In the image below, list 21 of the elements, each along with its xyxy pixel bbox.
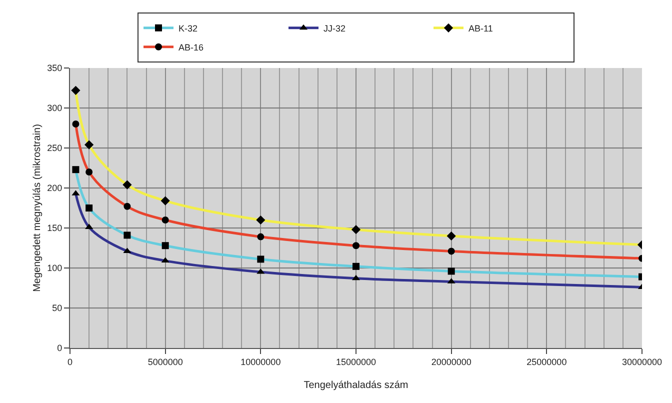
y-axis-title: Megengedett megnyúlás (mikrostrain) [32,124,43,292]
legend-label: K-32 [178,23,198,34]
y-tick-label: 350 [47,63,62,74]
x-tick-label: 20000000 [431,356,472,367]
x-tick-label: 30000000 [622,356,662,367]
y-tick-label: 150 [47,223,62,234]
y-tick-label: 100 [47,263,62,274]
y-tick-label: 300 [47,103,62,114]
legend-label: JJ-32 [324,23,346,34]
legend-label: AB-16 [178,42,204,52]
x-axis-title: Tengelyáthaladás szám [304,380,408,391]
x-tick-label: 15000000 [336,356,376,367]
x-tick-label: 0 [67,356,73,367]
x-tick-label: 25000000 [526,356,567,367]
y-tick-label: 250 [47,143,62,154]
legend-label: AB-11 [468,23,493,34]
x-tick-label: 10000000 [240,356,281,367]
y-tick-label: 50 [52,303,62,314]
x-tick-label: 5000000 [148,356,183,367]
y-tick-label: 200 [47,183,62,194]
y-tick-label: 0 [57,343,62,354]
